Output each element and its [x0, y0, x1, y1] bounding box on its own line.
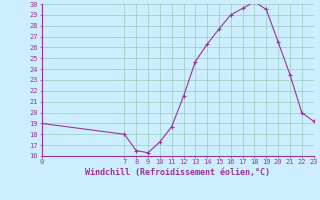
X-axis label: Windchill (Refroidissement éolien,°C): Windchill (Refroidissement éolien,°C) — [85, 168, 270, 177]
